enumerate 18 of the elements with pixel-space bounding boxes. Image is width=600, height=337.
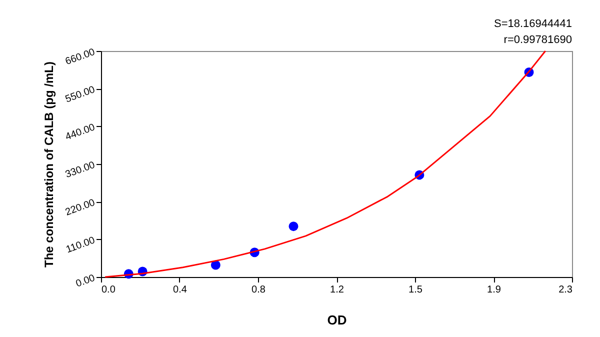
y-tick-label: 110.00 [64,234,97,256]
x-tick-label: 0.8 [252,284,266,296]
x-axis-title: OD [327,312,347,328]
x-tick-label: 0.0 [102,284,116,296]
y-tick-label: 550.00 [64,84,97,106]
x-tick-label: 0.4 [173,284,188,296]
x-tick-label: 2.3 [558,284,573,296]
x-tick-label: 1.2 [330,284,344,296]
y-axis-title: The concentration of CALB (pg /mL) [42,62,56,268]
text: S=18.16944441 [494,18,572,30]
text: r=0.99781690 [504,34,572,46]
x-tick-label: 1.5 [408,284,423,296]
y-tick-label: 330.00 [64,160,97,181]
y-tick-label: 0.00 [74,272,97,290]
x-tick-label: 1.9 [487,284,502,296]
y-tick-label: 220.00 [64,197,97,218]
y-tick-label: 440.00 [64,122,97,143]
y-tick-label: 660.00 [64,46,97,68]
